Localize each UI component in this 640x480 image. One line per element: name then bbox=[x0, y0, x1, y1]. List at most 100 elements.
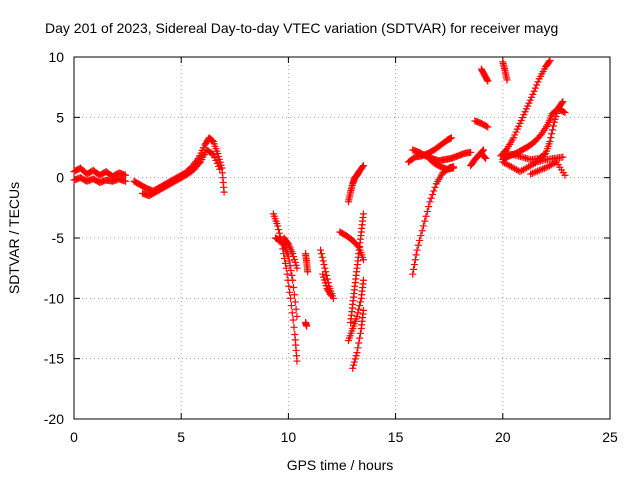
data-point bbox=[484, 77, 492, 85]
data-point bbox=[275, 229, 283, 237]
data-point bbox=[326, 290, 334, 298]
series-s4 bbox=[139, 146, 224, 200]
series-s7 bbox=[280, 234, 301, 272]
data-point bbox=[422, 212, 430, 220]
x-axis-title: GPS time / hours bbox=[287, 457, 394, 473]
data-point bbox=[431, 183, 439, 191]
data-point bbox=[351, 355, 359, 363]
data-point bbox=[412, 251, 420, 259]
series-s3 bbox=[130, 134, 228, 196]
series-s6 bbox=[272, 234, 301, 320]
data-point bbox=[418, 227, 426, 235]
x-tick-label: 0 bbox=[70, 429, 78, 445]
series-s28 bbox=[501, 98, 567, 164]
data-point bbox=[540, 164, 548, 172]
data-point bbox=[359, 162, 367, 170]
series-s10 bbox=[317, 246, 337, 302]
series-s2 bbox=[70, 174, 129, 186]
y-axis-title: SDTVAR / TECUs bbox=[6, 182, 22, 294]
data-point bbox=[503, 76, 511, 84]
data-point bbox=[447, 134, 455, 142]
data-point bbox=[288, 309, 296, 317]
x-tick-labels: 0 5 10 15 20 25 bbox=[70, 429, 618, 445]
data-point bbox=[356, 302, 364, 310]
data-point bbox=[467, 148, 475, 156]
data-point bbox=[209, 137, 217, 145]
data-point bbox=[304, 268, 312, 276]
data-point bbox=[292, 305, 300, 313]
data-points bbox=[70, 57, 569, 372]
data-point bbox=[286, 288, 294, 296]
data-point bbox=[483, 122, 491, 130]
data-point bbox=[427, 194, 435, 202]
series-s1 bbox=[70, 164, 129, 180]
series-s25 bbox=[499, 58, 511, 84]
data-point bbox=[285, 282, 293, 290]
data-point bbox=[430, 187, 438, 195]
data-point bbox=[281, 259, 289, 267]
series-s30 bbox=[527, 158, 569, 179]
x-tick-label: 20 bbox=[495, 429, 511, 445]
data-point bbox=[559, 98, 567, 106]
data-point bbox=[546, 137, 554, 145]
y-tick-label: 0 bbox=[56, 170, 64, 186]
data-point bbox=[449, 164, 457, 172]
data-point bbox=[530, 87, 538, 95]
data-point bbox=[416, 236, 424, 244]
data-point bbox=[323, 271, 331, 279]
x-tick-label: 10 bbox=[281, 429, 297, 445]
series-s11 bbox=[319, 270, 335, 300]
data-point bbox=[287, 294, 295, 302]
data-point bbox=[289, 276, 297, 284]
series-s8 bbox=[302, 250, 312, 276]
data-point bbox=[293, 357, 301, 365]
data-point bbox=[208, 136, 216, 144]
data-point bbox=[483, 76, 491, 84]
axis-ticks bbox=[73, 56, 611, 420]
data-point bbox=[426, 198, 434, 206]
data-point bbox=[539, 165, 547, 173]
data-point bbox=[350, 358, 358, 366]
y-tick-label: 5 bbox=[56, 109, 64, 125]
data-point bbox=[537, 166, 545, 174]
data-point bbox=[287, 302, 295, 310]
series-s15 bbox=[344, 276, 367, 345]
data-point bbox=[291, 298, 299, 306]
data-point bbox=[359, 276, 367, 284]
data-point bbox=[359, 306, 367, 314]
data-point bbox=[355, 305, 363, 313]
data-point bbox=[532, 168, 540, 176]
series-s22 bbox=[471, 117, 492, 131]
data-point bbox=[353, 312, 361, 320]
data-point bbox=[288, 271, 296, 279]
data-point bbox=[419, 222, 427, 230]
data-point bbox=[327, 292, 335, 300]
data-point bbox=[527, 170, 535, 178]
data-point bbox=[287, 267, 295, 275]
data-point bbox=[530, 169, 538, 177]
series-s17 bbox=[409, 163, 457, 278]
data-point bbox=[290, 323, 298, 331]
data-point bbox=[208, 150, 216, 158]
data-point bbox=[319, 257, 327, 265]
data-point bbox=[560, 108, 568, 116]
series-s24 bbox=[477, 150, 490, 162]
series-s12 bbox=[336, 228, 367, 264]
data-point bbox=[354, 344, 362, 352]
data-point bbox=[545, 58, 553, 66]
data-point bbox=[484, 123, 492, 131]
data-point bbox=[275, 226, 283, 234]
data-point bbox=[321, 264, 329, 272]
x-tick-label: 25 bbox=[602, 429, 618, 445]
data-point bbox=[535, 166, 543, 174]
series-s20 bbox=[424, 153, 457, 173]
data-point bbox=[216, 165, 224, 173]
data-point bbox=[293, 264, 301, 272]
data-point bbox=[534, 78, 542, 86]
data-point bbox=[529, 90, 537, 98]
data-point bbox=[121, 171, 129, 179]
data-point bbox=[534, 167, 542, 175]
data-point bbox=[410, 261, 418, 269]
data-point bbox=[546, 57, 554, 65]
